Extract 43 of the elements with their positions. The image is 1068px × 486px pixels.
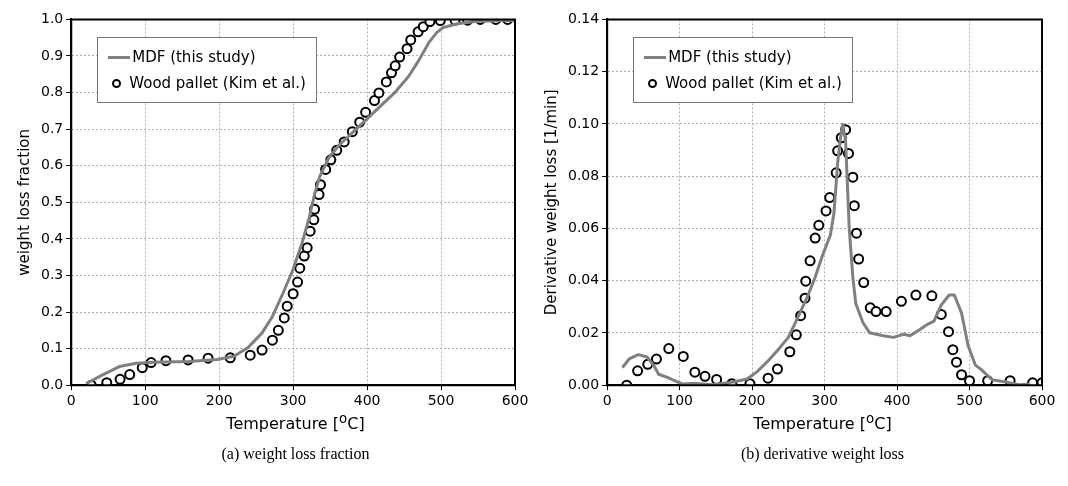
x-axis-title: Temperature [$^{o}$C] [752, 411, 893, 434]
x-tick-label: 600 [501, 392, 529, 409]
y-tick-label: 0.0 [41, 375, 64, 392]
y-tick-label: 0.1 [41, 339, 64, 356]
x-tick-label: 400 [353, 392, 381, 409]
x-tick-label: 300 [811, 392, 838, 409]
x-tick-label: 200 [738, 392, 766, 409]
legend-label: Wood pallet (Kim et al.) [665, 74, 842, 93]
y-axis-title: weight loss fraction [14, 128, 33, 276]
y-tick-label: 0.12 [568, 62, 600, 79]
y-tick-label: 0.9 [41, 46, 64, 63]
x-tick-label: 300 [279, 392, 307, 409]
y-axis-title: Derivative weight loss [1/min] [541, 89, 560, 316]
x-axis-title: Temperature [$^{o}$C] [225, 411, 366, 434]
y-tick-label: 0.5 [41, 192, 64, 209]
y-tick-label: 0.04 [568, 271, 600, 288]
y-tick-label: 0.4 [41, 229, 64, 246]
y-tick-label: 0.08 [568, 166, 600, 183]
y-tick-label: 0.10 [568, 114, 600, 131]
x-tick-label: 100 [666, 392, 694, 409]
x-tick-label: 500 [427, 392, 455, 409]
y-tick-label: 0.8 [41, 83, 64, 100]
y-tick-label: 0.14 [568, 10, 600, 27]
x-tick-label: 200 [205, 392, 233, 409]
legend-label: MDF (this study) [668, 48, 792, 67]
y-tick-label: 0.00 [568, 375, 600, 392]
y-tick-label: 0.6 [41, 156, 64, 173]
x-tick-label: 100 [131, 392, 159, 409]
y-tick-label: 1.0 [41, 10, 64, 27]
text: (a) weight loss fraction [220, 445, 371, 464]
y-tick-label: 0.2 [41, 302, 64, 319]
legend-label: Wood pallet (Kim et al.) [129, 74, 306, 93]
x-tick-label: 0 [602, 392, 612, 409]
y-tick-label: 0.7 [41, 119, 64, 136]
x-tick-label: 0 [66, 392, 76, 409]
text: (b) derivative weight loss [739, 445, 906, 464]
x-tick-label: 600 [1028, 392, 1056, 409]
y-tick-label: 0.02 [568, 323, 600, 340]
y-tick-label: 0.06 [568, 219, 600, 236]
x-tick-label: 400 [883, 392, 911, 409]
legend-label: MDF (this study) [132, 48, 256, 67]
x-tick-label: 500 [956, 392, 983, 409]
y-tick-label: 0.3 [41, 266, 64, 283]
